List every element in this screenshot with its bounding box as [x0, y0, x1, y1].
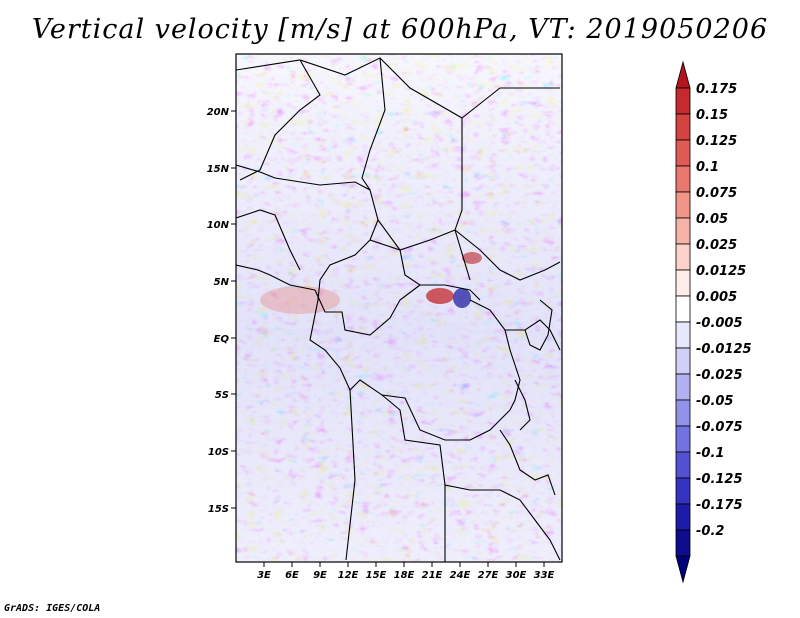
lon-label: 27E — [478, 570, 499, 581]
colorbar-label: 0.025 — [696, 238, 737, 253]
lon-label: 18E — [394, 570, 415, 581]
lat-label: 15N — [207, 164, 230, 175]
colorbar-swatch — [675, 295, 691, 323]
colorbar-label: -0.025 — [696, 368, 743, 383]
colorbar-label: 0.15 — [696, 108, 728, 123]
colorbar-label: 0.175 — [696, 82, 737, 97]
colorbar-label: -0.005 — [696, 316, 743, 331]
colorbar-swatch — [675, 425, 691, 453]
lat-label: 10N — [207, 220, 230, 231]
colorbar-swatch — [675, 399, 691, 427]
colorbar-swatch — [675, 373, 691, 401]
colorbar-swatch — [675, 165, 691, 193]
colorbar-swatch — [675, 87, 691, 115]
colorbar-swatch — [675, 269, 691, 297]
grads-credit: GrADS: IGES/COLA — [4, 603, 101, 614]
lat-label: 10S — [208, 447, 229, 458]
colorbar-label: 0.1 — [696, 160, 719, 175]
lat-label: 5N — [214, 277, 230, 288]
colorbar-swatch — [675, 60, 691, 89]
colorbar-label: -0.125 — [696, 472, 743, 487]
lon-label: 12E — [338, 570, 359, 581]
colorbar-swatch — [675, 451, 691, 479]
lon-label: 30E — [506, 570, 527, 581]
colorbar-swatch — [675, 555, 691, 584]
colorbar-swatch — [675, 139, 691, 167]
lat-label: EQ — [214, 334, 230, 345]
lon-label: 21E — [422, 570, 443, 581]
lon-label: 24E — [450, 570, 471, 581]
country-borders — [236, 57, 561, 562]
colorbar-swatch — [675, 503, 691, 531]
velocity-field — [236, 54, 562, 562]
map-frame — [235, 53, 563, 563]
colorbar-label: -0.075 — [696, 420, 743, 435]
colorbar-swatch — [675, 477, 691, 505]
colorbar-swatch — [675, 217, 691, 245]
colorbar-label: -0.1 — [696, 446, 724, 461]
lon-label: 33E — [534, 570, 555, 581]
lat-label: 15S — [208, 504, 229, 515]
lon-axis: 3E 6E 9E 12E 15E 18E 21E 24E 27E 30E 33E — [257, 562, 555, 581]
colorbar: 0.175 0.15 0.125 0.1 0.075 0.05 0.025 0.0125 0.0… — [675, 60, 752, 584]
colorbar-swatch — [675, 191, 691, 219]
colorbar-label: -0.05 — [696, 394, 733, 409]
colorbar-label: 0.0125 — [696, 264, 746, 279]
chart-title: Vertical velocity [m/s] at 600hPa, VT: 2… — [31, 14, 769, 45]
colorbar-swatch — [675, 113, 691, 141]
lat-label: 20N — [207, 107, 230, 118]
lon-label: 3E — [257, 570, 271, 581]
colorbar-swatch — [675, 529, 691, 557]
colorbar-swatch — [675, 347, 691, 375]
colorbar-swatch — [675, 243, 691, 271]
lon-label: 15E — [366, 570, 387, 581]
lon-label: 9E — [313, 570, 327, 581]
colorbar-label: -0.0125 — [696, 342, 752, 357]
colorbar-label: -0.175 — [696, 498, 743, 513]
lat-label: 5S — [215, 390, 229, 401]
colorbar-label: 0.125 — [696, 134, 737, 149]
colorbar-label: 0.075 — [696, 186, 737, 201]
lat-axis: 20N 15N 10N 5N EQ 5S 10S 15S — [207, 107, 236, 515]
colorbar-label: 0.05 — [696, 212, 728, 227]
colorbar-label: -0.2 — [696, 524, 724, 539]
colorbar-swatch — [675, 321, 691, 349]
lon-label: 6E — [285, 570, 299, 581]
colorbar-label: 0.005 — [696, 290, 737, 305]
